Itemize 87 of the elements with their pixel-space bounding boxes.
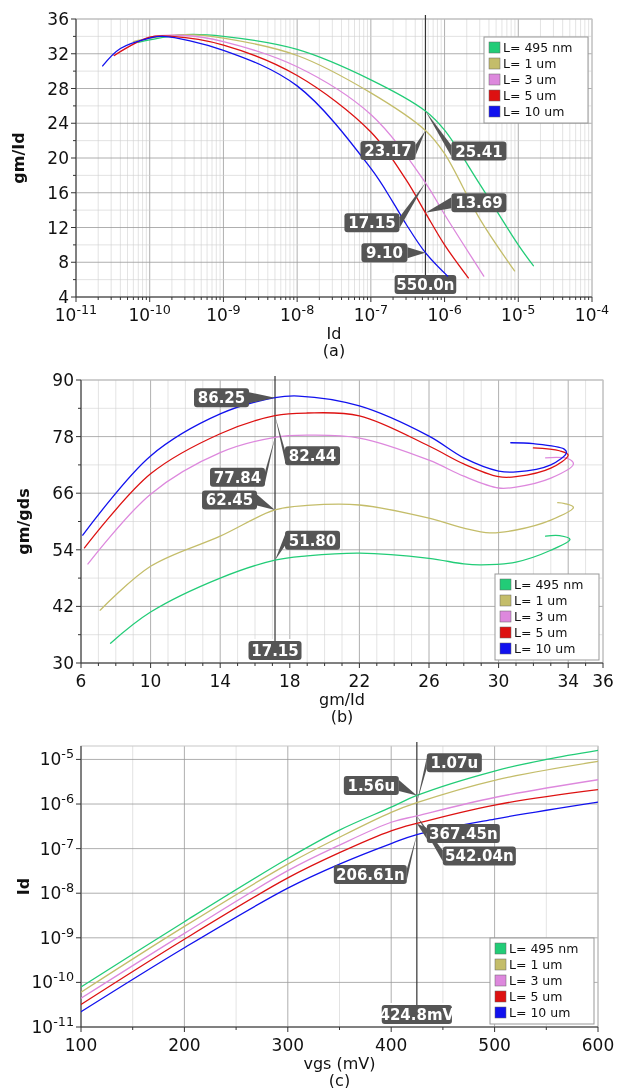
x-tick-label: 18 xyxy=(278,671,301,691)
annotation: 82.44 xyxy=(288,447,337,466)
line-series xyxy=(83,412,569,549)
annotation: 1.07u xyxy=(430,754,479,773)
legend-label: L= 1 um xyxy=(503,56,557,71)
y-tick-label: 30 xyxy=(52,653,74,673)
legend-label: L= 495 nm xyxy=(514,577,584,592)
legend-label: L= 5 um xyxy=(509,989,563,1004)
legend-label: L= 10 um xyxy=(503,104,565,119)
y-tick-label: 32 xyxy=(47,43,69,64)
legend-label: L= 3 um xyxy=(503,72,557,87)
y-tick-label: 10$^{-11}$ xyxy=(31,1013,74,1037)
x-axis-title: gm/Id xyxy=(318,690,366,709)
x-tick-label: 26 xyxy=(418,671,440,691)
legend-label: L= 10 um xyxy=(509,1005,571,1020)
legend-label: L= 5 um xyxy=(514,625,568,640)
x-tick-label: 14 xyxy=(209,671,232,691)
y-axis-title: Id xyxy=(14,877,33,896)
y-tick-label: 10$^{-9}$ xyxy=(39,924,74,948)
x-tick-label: 36 xyxy=(592,671,614,691)
annotation: 542.04n xyxy=(445,847,514,866)
y-tick-label: 20 xyxy=(47,148,69,168)
legend-label: L= 10 um xyxy=(514,641,576,656)
legend-label: L= 495 nm xyxy=(509,941,579,956)
x-tick-label: 600 xyxy=(581,1035,615,1055)
y-tick-label: 10$^{-8}$ xyxy=(39,879,74,904)
y-tick-label: 42 xyxy=(52,596,74,617)
annotation: 51.80 xyxy=(288,531,337,550)
x-tick-label: 10$^{-6}$ xyxy=(427,301,462,325)
y-tick-label: 66 xyxy=(52,483,74,504)
annotation: 367.45n xyxy=(429,824,498,843)
line-series xyxy=(87,434,575,565)
y-tick-label: 12 xyxy=(47,217,69,238)
y-tick-label: 4 xyxy=(58,287,69,307)
annotation: 23.17 xyxy=(364,141,412,160)
legend-label: L= 1 um xyxy=(514,593,568,608)
legend-label: L= 495 nm xyxy=(503,40,573,55)
x-axis-title: Id xyxy=(326,324,342,343)
y-tick-label: 10$^{-6}$ xyxy=(39,790,74,815)
text: (c) xyxy=(328,1071,351,1088)
text: (b) xyxy=(330,707,354,726)
x-tick-label: 100 xyxy=(64,1035,98,1055)
ref-line-label: 550.0n xyxy=(396,275,455,294)
y-tick-label: 24 xyxy=(47,113,69,134)
y-tick-label: 36 xyxy=(47,9,69,29)
legend-label: L= 1 um xyxy=(509,957,563,972)
x-tick-label: 10$^{-8}$ xyxy=(279,301,315,325)
ref-line-label: 17.15 xyxy=(251,641,299,660)
annotation: 62.45 xyxy=(205,491,254,510)
x-tick-label: 6 xyxy=(75,671,87,691)
x-tick-label: 34 xyxy=(557,671,580,691)
x-tick-label: 300 xyxy=(271,1035,305,1055)
y-tick-label: 90 xyxy=(52,370,74,390)
annotation: 86.25 xyxy=(197,389,246,408)
annotation: 1.56u xyxy=(347,776,396,795)
x-tick-label: 10$^{-9}$ xyxy=(206,301,241,325)
annotation: 25.41 xyxy=(455,142,503,161)
legend-label: L= 3 um xyxy=(509,973,563,988)
y-tick-label: 10$^{-7}$ xyxy=(39,835,74,859)
annotation: 9.10 xyxy=(365,244,403,263)
x-tick-label: 10 xyxy=(139,671,162,691)
x-tick-label: 30 xyxy=(487,671,510,691)
x-tick-label: 10$^{-10}$ xyxy=(128,301,171,325)
y-tick-label: 54 xyxy=(52,539,74,560)
legend-label: L= 5 um xyxy=(503,88,557,103)
x-tick-label: 10$^{-7}$ xyxy=(353,301,389,325)
annotation: 206.61n xyxy=(336,866,405,885)
y-tick-label: 28 xyxy=(47,78,69,99)
legend-label: L= 3 um xyxy=(514,609,568,624)
x-tick-label: 400 xyxy=(374,1035,408,1055)
annotation: 13.69 xyxy=(455,194,503,213)
x-tick-label: 22 xyxy=(348,671,371,691)
x-tick-label: 10$^{-4}$ xyxy=(574,301,610,325)
text: (a) xyxy=(322,341,346,360)
y-axis-title: gm/gds xyxy=(14,488,33,555)
y-tick-label: 78 xyxy=(52,426,74,447)
x-tick-label: 200 xyxy=(168,1035,201,1055)
x-tick-label: 500 xyxy=(478,1035,511,1055)
annotation: 17.15 xyxy=(348,214,396,233)
y-tick-label: 16 xyxy=(47,182,69,203)
x-axis-title: vgs (mV) xyxy=(303,1054,376,1073)
x-tick-label: 10$^{-5}$ xyxy=(501,301,536,325)
y-tick-label: 10$^{-10}$ xyxy=(31,968,74,993)
y-axis-title: gm/Id xyxy=(9,132,28,184)
annotation: 77.84 xyxy=(213,468,262,487)
y-tick-label: 10$^{-5}$ xyxy=(39,745,74,770)
y-tick-label: 8 xyxy=(58,252,69,273)
